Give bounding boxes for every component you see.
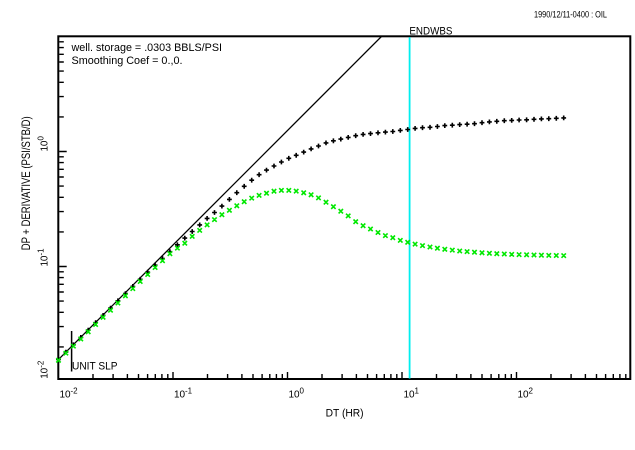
svg-text:10: 10 [174,390,185,401]
svg-text:2: 2 [529,387,534,396]
svg-text:0: 0 [36,136,45,141]
svg-text:10: 10 [39,140,50,151]
svg-text:10: 10 [39,367,50,378]
svg-text:UNIT SLP: UNIT SLP [72,360,118,372]
svg-text:-2: -2 [71,387,79,396]
svg-text:1990/12/11-0400 : OIL: 1990/12/11-0400 : OIL [534,10,607,21]
svg-text:1: 1 [415,387,420,396]
svg-text:Smoothing Coef = 0.,0.: Smoothing Coef = 0.,0. [72,55,183,67]
svg-text:-1: -1 [36,248,45,256]
svg-text:-1: -1 [185,387,193,396]
svg-text:ENDWBS: ENDWBS [409,26,452,38]
svg-text:10: 10 [518,390,529,401]
svg-text:10: 10 [60,390,71,401]
svg-text:well. storage = .0303 BBLS/PS: well. storage = .0303 BBLS/PSI [71,42,222,54]
svg-text:10: 10 [39,255,50,266]
svg-text:10: 10 [404,390,415,401]
svg-text:DP + DERIVATIVE (PSI/STB/D): DP + DERIVATIVE (PSI/STB/D) [19,116,33,250]
svg-text:0: 0 [300,387,305,396]
svg-text:-2: -2 [36,360,45,368]
svg-text:10: 10 [289,390,300,401]
svg-text:DT (HR): DT (HR) [326,408,364,420]
